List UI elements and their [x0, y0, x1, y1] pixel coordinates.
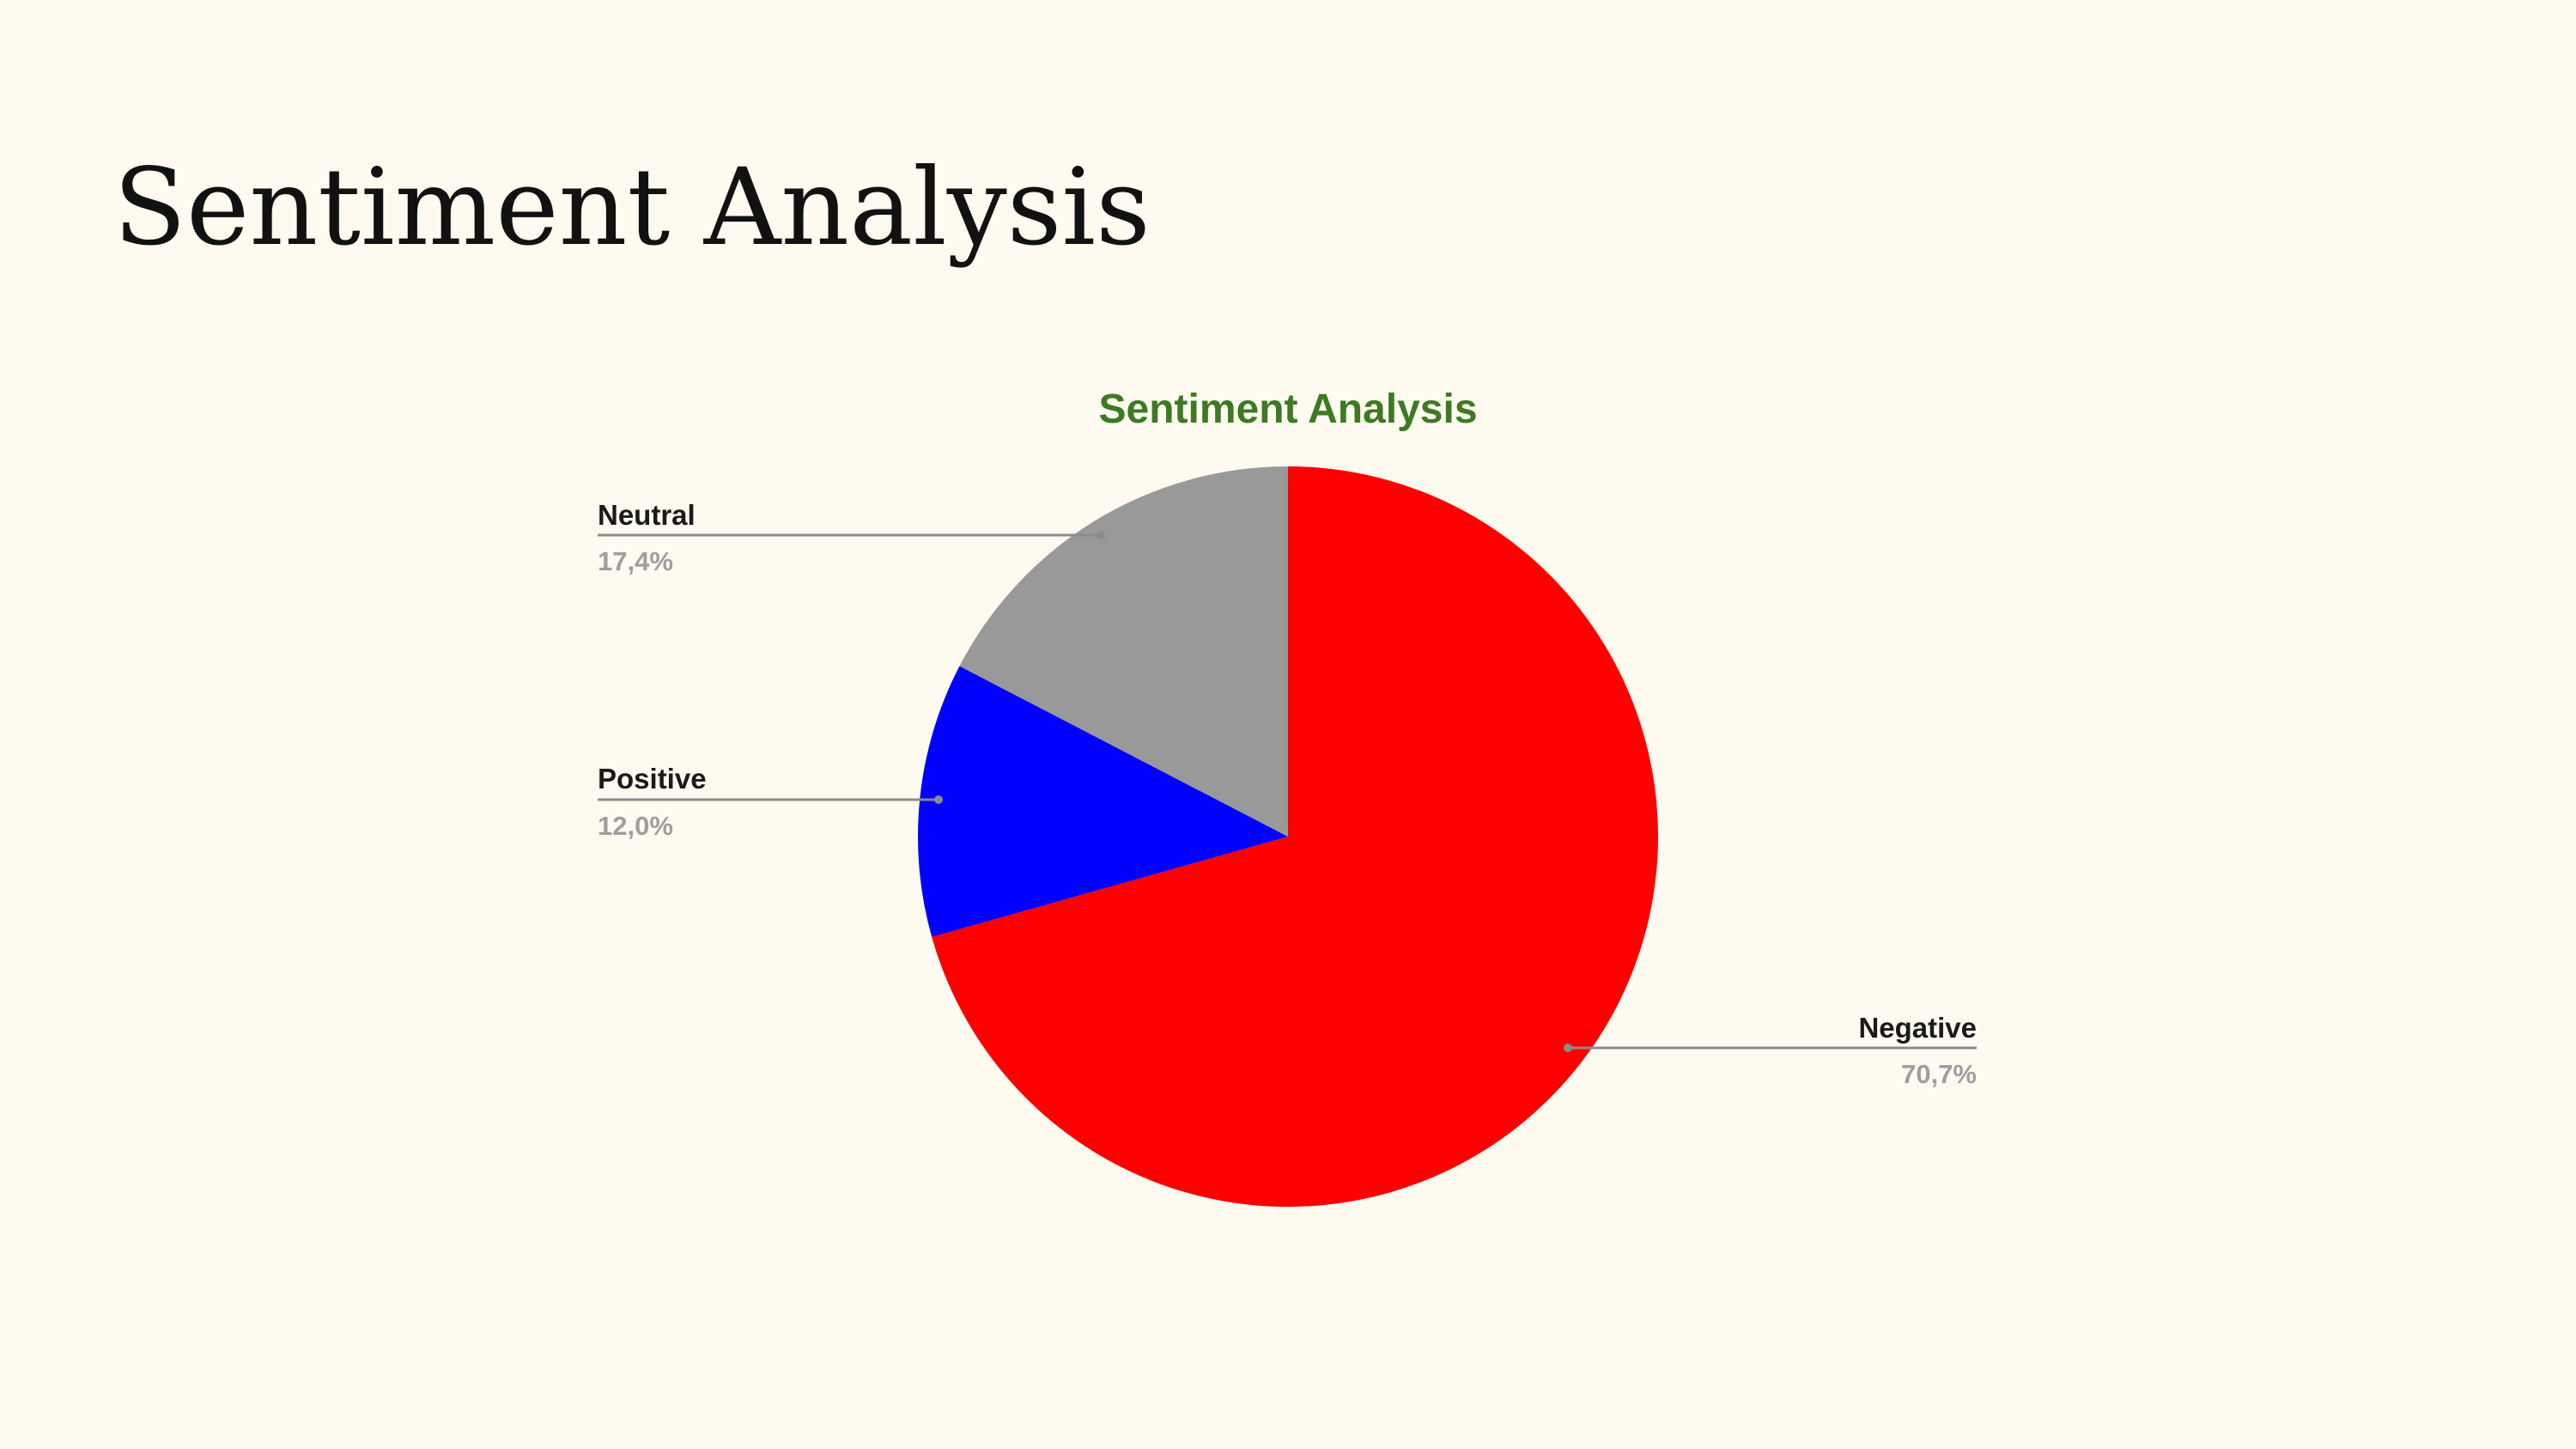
- category-label: Positive: [598, 763, 707, 795]
- pie-slice-neutral: [959, 466, 1288, 837]
- slice-label-neutral: Neutral 17,4%: [598, 499, 1105, 576]
- pie-slices: [917, 466, 1658, 1207]
- leader-dot: [1097, 531, 1105, 539]
- leader-dot: [1564, 1044, 1572, 1052]
- category-label: Neutral: [598, 499, 696, 531]
- slide-title: Sentiment Analysis: [113, 146, 1151, 270]
- percentage-label: 17,4%: [598, 546, 673, 576]
- category-label: Negative: [1858, 1012, 1977, 1044]
- leader-dot: [934, 795, 943, 804]
- slice-labels: Negative 70,7% Positive 12,0% Neutral 17,4%: [598, 499, 1977, 1089]
- pie-slice-negative: [932, 466, 1658, 1207]
- slice-label-negative: Negative 70,7%: [1564, 1012, 1977, 1089]
- percentage-label: 70,7%: [1901, 1059, 1977, 1089]
- slice-label-positive: Positive 12,0%: [598, 763, 943, 841]
- chart-title: Sentiment Analysis: [1098, 387, 1477, 432]
- percentage-label: 12,0%: [598, 811, 673, 841]
- pie-slice-positive: [917, 666, 1288, 937]
